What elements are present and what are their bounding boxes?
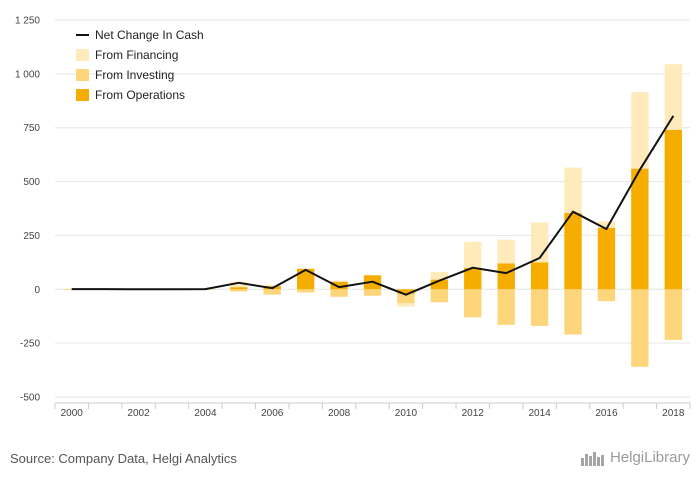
bar-financing bbox=[397, 303, 415, 307]
y-tick-label: -250 bbox=[20, 339, 40, 350]
x-tick-label: 2006 bbox=[261, 408, 284, 419]
bar-operations bbox=[430, 279, 449, 290]
bar-investing bbox=[597, 289, 616, 302]
legend-label: From Operations bbox=[95, 88, 185, 102]
y-tick-label: 0 bbox=[34, 285, 40, 296]
legend: Net Change In Cash From Financing From Inv… bbox=[76, 28, 204, 102]
cash-flow-chart: -500 -250 0 250 500 750 1 000 1 250 2000 2002 2004… bbox=[15, 16, 691, 419]
y-tick-label: 1 250 bbox=[15, 16, 40, 27]
bar-investing bbox=[363, 289, 382, 296]
bar-financing bbox=[430, 272, 449, 280]
bar-operations bbox=[597, 227, 616, 290]
bar-financing bbox=[330, 280, 348, 282]
x-tick-label: 2000 bbox=[61, 408, 84, 419]
bar-operations bbox=[564, 212, 582, 290]
bar-operations bbox=[497, 263, 515, 290]
x-tick-label: 2016 bbox=[595, 408, 618, 419]
bar-investing bbox=[397, 293, 415, 304]
bar-operations bbox=[230, 287, 248, 290]
bar-investing bbox=[330, 289, 348, 297]
bar-investing bbox=[631, 289, 649, 367]
net-change-line bbox=[71, 115, 675, 296]
y-tick-label: 750 bbox=[23, 123, 40, 134]
bar-financing bbox=[564, 167, 582, 213]
bar-operations bbox=[330, 281, 348, 290]
skyline-icon bbox=[580, 451, 604, 466]
bar-investing bbox=[296, 289, 315, 293]
bar-investing bbox=[263, 289, 281, 295]
x-tick-label: 2004 bbox=[194, 408, 217, 419]
y-tick-label: -500 bbox=[20, 393, 40, 404]
logo-text: HelgiLibrary bbox=[609, 449, 690, 466]
bar-operations bbox=[664, 129, 682, 290]
net-change-line-layer bbox=[71, 115, 675, 296]
bar-operations bbox=[397, 289, 415, 294]
bar-investing bbox=[530, 289, 549, 326]
bar-operations bbox=[530, 262, 549, 290]
bar-financing bbox=[664, 64, 682, 130]
y-tick-label: 1 000 bbox=[15, 69, 40, 80]
bar-investing bbox=[497, 289, 515, 325]
y-tick-label: 250 bbox=[23, 231, 40, 242]
legend-swatch-investing bbox=[76, 69, 89, 81]
bar-financing bbox=[631, 92, 649, 169]
bar-investing bbox=[430, 289, 449, 303]
helgi-library-logo: HelgiLibrary bbox=[580, 449, 690, 466]
bars bbox=[63, 64, 682, 367]
legend-label: From Investing bbox=[95, 68, 174, 82]
legend-swatch-operations bbox=[76, 89, 89, 101]
axes: -500 -250 0 250 500 750 1 000 1 250 2000 2002 2004… bbox=[15, 16, 691, 419]
y-tick-label: 500 bbox=[23, 177, 40, 188]
x-tick-label: 2012 bbox=[462, 408, 485, 419]
bar-investing bbox=[664, 289, 682, 340]
x-tick-label: 2008 bbox=[328, 408, 351, 419]
legend-label: Net Change In Cash bbox=[95, 28, 204, 42]
bar-financing bbox=[464, 241, 482, 268]
x-tick-label: 2002 bbox=[127, 408, 150, 419]
bar-financing bbox=[230, 281, 248, 288]
bar-investing bbox=[230, 289, 248, 292]
bar-operations bbox=[296, 268, 315, 290]
bar-operations bbox=[631, 168, 649, 290]
bar-financing bbox=[597, 221, 616, 228]
bar-investing bbox=[464, 289, 482, 318]
x-tick-label: 2014 bbox=[528, 408, 551, 419]
legend-swatch-financing bbox=[76, 49, 89, 61]
bar-financing bbox=[263, 284, 281, 287]
legend-label: From Financing bbox=[95, 48, 178, 62]
source-note: Source: Company Data, Helgi Analytics bbox=[10, 451, 237, 466]
bar-operations bbox=[464, 267, 482, 290]
bar-financing bbox=[497, 239, 515, 264]
x-tick-label: 2010 bbox=[395, 408, 418, 419]
x-tick-label: 2018 bbox=[662, 408, 685, 419]
bar-investing bbox=[564, 289, 582, 335]
